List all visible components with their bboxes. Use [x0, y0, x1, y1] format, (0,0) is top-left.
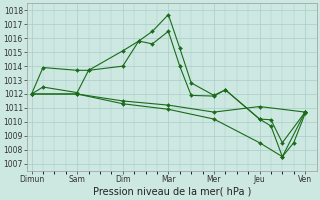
X-axis label: Pression niveau de la mer( hPa ): Pression niveau de la mer( hPa )	[92, 187, 251, 197]
